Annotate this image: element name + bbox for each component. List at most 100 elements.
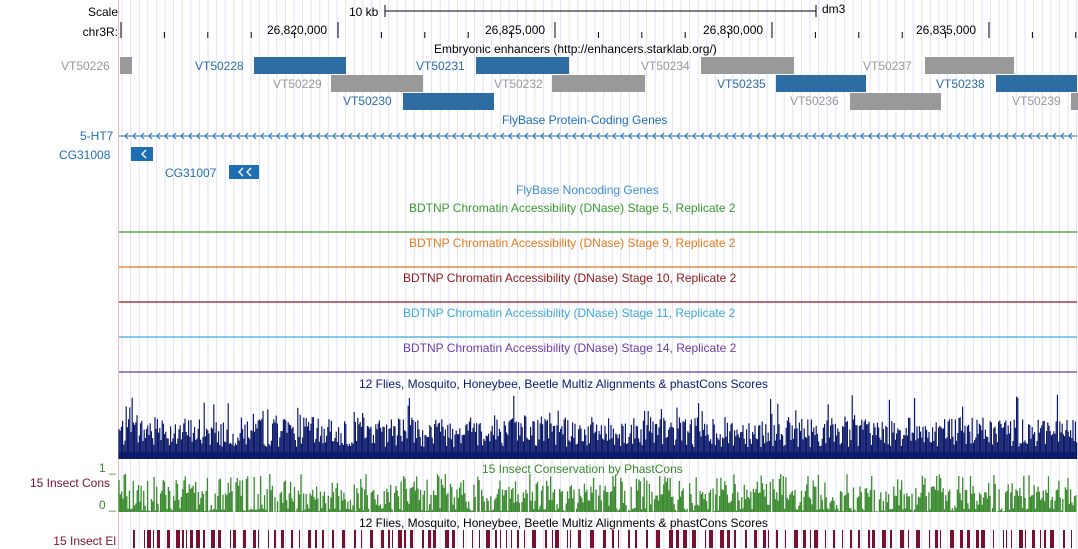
element-bar bbox=[428, 530, 431, 548]
element-bar bbox=[683, 530, 687, 548]
insect-el-left-label[interactable]: 15 Insect El bbox=[53, 534, 116, 548]
enhancer-label[interactable]: VT50239 bbox=[1012, 94, 1061, 108]
element-bar bbox=[322, 530, 324, 548]
gene-label[interactable]: 5-HT7 bbox=[80, 129, 114, 143]
element-bar bbox=[315, 530, 317, 548]
element-bar bbox=[218, 530, 221, 548]
enhancer-label[interactable]: VT50229 bbox=[273, 77, 322, 91]
strand-arrow bbox=[196, 132, 201, 140]
element-bar bbox=[950, 530, 954, 548]
cons-axis-max: 1 _ bbox=[99, 461, 116, 475]
dnase-stage5-title[interactable]: BDTNP Chromatin Accessibility (DNase) St… bbox=[409, 201, 736, 215]
strand-arrow bbox=[124, 132, 129, 140]
enhancer-label[interactable]: VT50238 bbox=[936, 77, 985, 91]
dnase-stage14-title[interactable]: BDTNP Chromatin Accessibility (DNase) St… bbox=[403, 341, 737, 355]
element-bar bbox=[929, 530, 930, 548]
protein-genes-track-title[interactable]: FlyBase Protein-Coding Genes bbox=[502, 113, 668, 127]
strand-arrow bbox=[460, 132, 465, 140]
gene-label[interactable]: CG31008 bbox=[59, 148, 111, 162]
strand-arrow bbox=[1004, 132, 1009, 140]
strand-arrow bbox=[1052, 132, 1057, 140]
element-bar bbox=[578, 530, 581, 548]
enhancer-label[interactable]: VT50230 bbox=[343, 94, 392, 108]
enhancer-label[interactable]: VT50237 bbox=[863, 59, 912, 73]
element-bar bbox=[176, 530, 180, 548]
strand-arrow bbox=[444, 132, 449, 140]
element-bar bbox=[463, 530, 464, 548]
strand-arrow bbox=[996, 132, 1001, 140]
element-bar bbox=[940, 530, 941, 548]
insect-cons-track-title[interactable]: 15 Insect Conservation by PhastCons bbox=[482, 462, 683, 476]
element-bar bbox=[243, 530, 246, 548]
dnase-stage11-title[interactable]: BDTNP Chromatin Accessibility (DNase) St… bbox=[403, 306, 736, 320]
element-bar bbox=[1040, 530, 1041, 548]
strand-arrow bbox=[141, 149, 147, 159]
element-bar bbox=[612, 530, 614, 548]
enhancer-label[interactable]: VT50231 bbox=[416, 59, 465, 73]
element-bar bbox=[354, 530, 356, 548]
chrom-label: chr3R: bbox=[82, 25, 118, 39]
strand-arrow bbox=[300, 132, 305, 140]
strand-arrow bbox=[588, 132, 593, 140]
element-bar bbox=[768, 530, 769, 548]
element-bar bbox=[850, 530, 852, 548]
strand-arrow bbox=[212, 132, 217, 140]
strand-arrow bbox=[972, 132, 977, 140]
gene-label[interactable]: CG31007 bbox=[165, 166, 217, 180]
enhancer-label[interactable]: VT50236 bbox=[790, 94, 839, 108]
dnase-stage10-title[interactable]: BDTNP Chromatin Accessibility (DNase) St… bbox=[403, 271, 737, 285]
element-bar bbox=[603, 530, 606, 548]
strand-arrow bbox=[548, 132, 553, 140]
scale-label: Scale bbox=[87, 5, 118, 19]
strand-arrow bbox=[892, 132, 897, 140]
strand-arrow bbox=[708, 132, 713, 140]
strand-arrow bbox=[292, 132, 297, 140]
element-bar bbox=[754, 530, 757, 548]
multiz-track-title[interactable]: 12 Flies, Mosquito, Honeybee, Beetle Mul… bbox=[359, 377, 768, 391]
strand-arrow bbox=[532, 132, 537, 140]
element-bar bbox=[745, 530, 747, 548]
element-bar bbox=[868, 530, 870, 548]
element-bar bbox=[342, 530, 345, 548]
cons-axis-min: 0 _ bbox=[99, 498, 116, 512]
element-bar bbox=[479, 530, 480, 548]
strand-arrow bbox=[268, 132, 273, 140]
strand-arrow bbox=[172, 132, 177, 140]
strand-arrow bbox=[900, 132, 905, 140]
element-bar bbox=[167, 530, 170, 548]
insect-cons-left-label[interactable]: 15 Insect Cons bbox=[29, 476, 110, 490]
strand-arrow bbox=[820, 132, 825, 140]
strand-arrow bbox=[748, 132, 753, 140]
element-bar bbox=[495, 530, 497, 548]
strand-arrow bbox=[188, 132, 193, 140]
enhancer-label[interactable]: VT50226 bbox=[61, 59, 110, 73]
element-bar bbox=[628, 530, 630, 548]
strand-arrow bbox=[988, 132, 993, 140]
element-bar bbox=[882, 530, 886, 548]
strand-arrow bbox=[852, 132, 857, 140]
element-bar bbox=[517, 530, 519, 548]
element-bar bbox=[908, 530, 909, 548]
strand-arrow bbox=[180, 132, 185, 140]
element-bar bbox=[803, 530, 806, 548]
element-bar bbox=[545, 530, 547, 548]
noncoding-track-title[interactable]: FlyBase Noncoding Genes bbox=[516, 183, 659, 197]
strand-arrow bbox=[508, 132, 513, 140]
strand-arrow bbox=[932, 132, 937, 140]
enhancers-track-title[interactable]: Embryonic enhancers (http://enhancers.st… bbox=[434, 42, 717, 56]
dnase-stage9-title[interactable]: BDTNP Chromatin Accessibility (DNase) St… bbox=[409, 236, 736, 250]
strand-arrow bbox=[980, 132, 985, 140]
enhancer-label[interactable]: VT50232 bbox=[494, 77, 543, 91]
element-bar bbox=[656, 530, 660, 548]
enhancer-label[interactable]: VT50234 bbox=[641, 59, 690, 73]
element-bar bbox=[1019, 530, 1023, 548]
enhancer-label[interactable]: VT50228 bbox=[195, 59, 244, 73]
insect-el-track-title[interactable]: 12 Flies, Mosquito, Honeybee, Beetle Mul… bbox=[359, 516, 768, 530]
element-bar bbox=[274, 530, 276, 548]
enhancer-label[interactable]: VT50235 bbox=[717, 77, 766, 91]
strand-arrow bbox=[564, 132, 569, 140]
strand-arrow bbox=[700, 132, 705, 140]
element-bar bbox=[299, 530, 300, 548]
strand-arrow bbox=[484, 132, 489, 140]
